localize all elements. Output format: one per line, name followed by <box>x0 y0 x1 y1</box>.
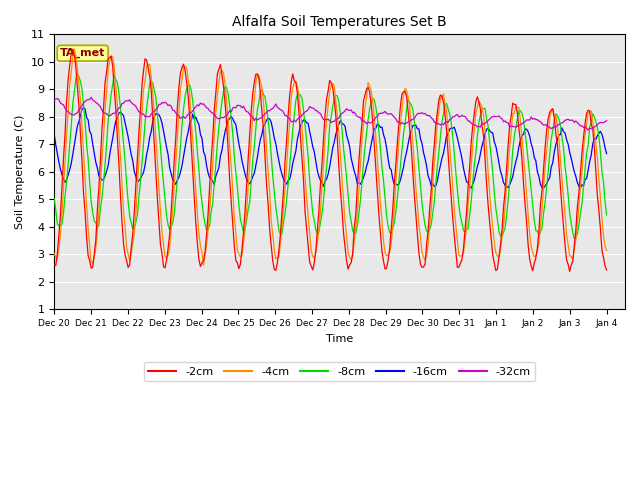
Legend: -2cm, -4cm, -8cm, -16cm, -32cm: -2cm, -4cm, -8cm, -16cm, -32cm <box>144 362 535 381</box>
X-axis label: Time: Time <box>326 334 353 344</box>
Title: Alfalfa Soil Temperatures Set B: Alfalfa Soil Temperatures Set B <box>232 15 447 29</box>
Text: TA_met: TA_met <box>60 48 106 59</box>
Y-axis label: Soil Temperature (C): Soil Temperature (C) <box>15 115 25 229</box>
